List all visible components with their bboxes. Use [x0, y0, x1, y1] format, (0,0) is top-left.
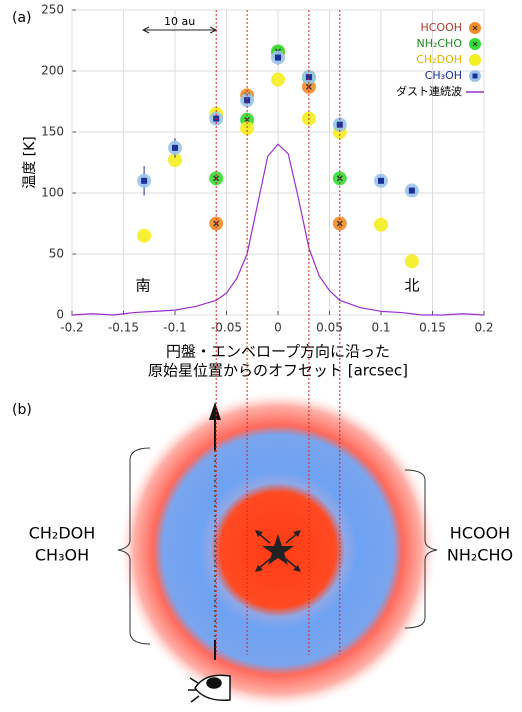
point-square: [305, 74, 312, 81]
dust-continuum: [71, 143, 485, 316]
y-tick-label: 100: [41, 186, 64, 200]
diagram: CH₂DOH CH₃OH HCOOH NH₂CHO: [29, 390, 513, 710]
x-tick-label: 0: [274, 321, 282, 335]
legend-square: [472, 73, 478, 79]
x-tick-label: 0.2: [474, 321, 493, 335]
legend-swatch: [469, 54, 481, 66]
legend-cross: [472, 25, 478, 31]
protostar: [262, 534, 294, 565]
right-bracket: [404, 469, 438, 629]
point-square: [141, 177, 148, 184]
legend-label: HCOOH: [420, 21, 462, 34]
left-label: CH₃OH: [35, 546, 89, 565]
data-point: [271, 72, 285, 87]
point-square: [244, 97, 251, 104]
left-bracket: [117, 447, 151, 645]
x-tick-label: -0.15: [108, 321, 139, 335]
panel-label: (b): [12, 402, 32, 418]
arrow-heads: [255, 530, 301, 572]
y-axis-label: 温度 [K]: [22, 136, 38, 189]
legend-label: NH₂CHO: [416, 37, 462, 50]
legend-label: ダスト連続波: [396, 84, 462, 98]
y-tick-label: 50: [49, 247, 64, 261]
legend-label: CH₂DOH: [416, 53, 462, 66]
right-label: HCOOH: [450, 524, 510, 543]
point-square: [275, 54, 281, 61]
x-tick-label: -0.2: [60, 321, 83, 335]
left-label: CH₂DOH: [29, 524, 96, 543]
legend-cross: [472, 41, 478, 47]
point-square: [378, 177, 384, 184]
sight-arrow: [209, 402, 221, 420]
y-tick-label: 150: [41, 125, 64, 139]
data-point: [240, 121, 255, 136]
point-square: [408, 187, 415, 194]
direction-label: 北: [404, 277, 419, 295]
x-tick-label: 0.15: [419, 321, 446, 335]
observer-eye: [188, 674, 231, 703]
x-axis-label: 原始星位置からのオフセット [arcsec]: [148, 362, 408, 380]
point-square: [172, 144, 178, 151]
point-square: [336, 121, 343, 128]
x-tick-label: -0.1: [163, 321, 186, 335]
data-point: [168, 153, 182, 168]
x-tick-label: 0.1: [371, 321, 390, 335]
direction-label: 南: [135, 277, 150, 295]
y-tick-label: 250: [41, 3, 64, 17]
plot: 0 50 100 150 200 250 -0.2 -0.15 -0.1 -0.05 0 0.05 0.…: [22, 3, 494, 380]
x-tick-label: 0.05: [316, 321, 343, 335]
panel-label: (a): [12, 10, 32, 26]
data-point: [137, 228, 152, 243]
legend-label: CH₃OH: [425, 69, 462, 82]
scale-label: 10 au: [164, 15, 195, 28]
x-tick-label: -0.05: [211, 321, 242, 335]
y-tick-label: 200: [41, 64, 64, 78]
x-axis-label: 円盤・エンベロープ方向に沿った: [166, 343, 390, 361]
right-label: NH₂CHO: [447, 546, 513, 565]
data-point: [374, 217, 388, 232]
y-tick-label: 0: [56, 308, 64, 322]
data-point: [404, 254, 419, 269]
